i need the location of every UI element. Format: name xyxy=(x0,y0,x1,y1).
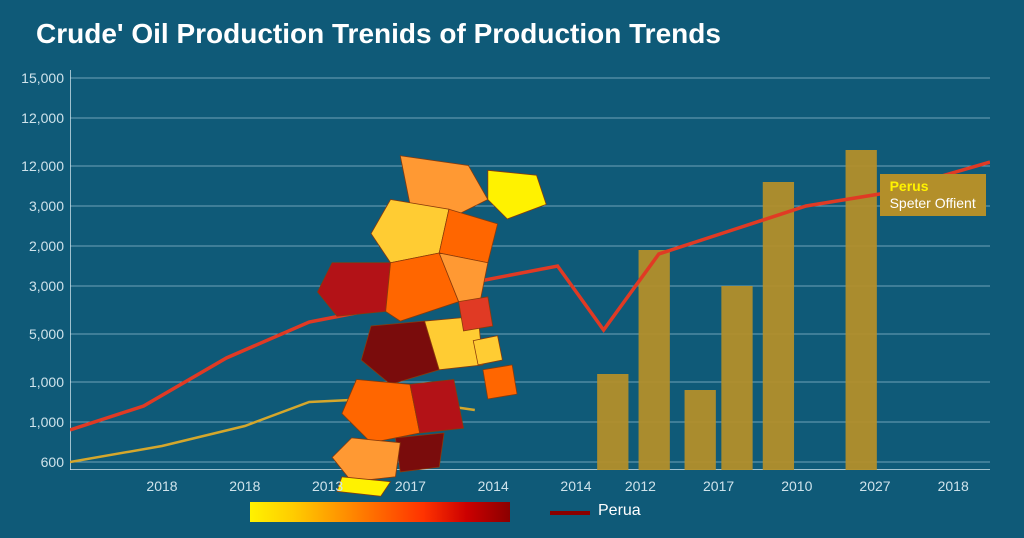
x-tick-label: 2014 xyxy=(478,478,509,494)
y-tick-label: 5,000 xyxy=(4,326,64,342)
y-tick-label: 12,000 xyxy=(4,158,64,174)
x-tick-label: 2018 xyxy=(146,478,177,494)
y-tick-label: 1,000 xyxy=(4,374,64,390)
legend: Perua xyxy=(250,498,810,526)
x-tick-label: 2017 xyxy=(703,478,734,494)
bar xyxy=(597,374,628,470)
bar xyxy=(639,250,670,470)
yellow-series-line xyxy=(70,398,475,462)
plot-svg xyxy=(70,70,990,470)
bar xyxy=(721,286,752,470)
x-tick-label: 2010 xyxy=(781,478,812,494)
legend-gradient xyxy=(250,502,510,522)
y-tick-label: 3,000 xyxy=(4,278,64,294)
y-tick-label: 2,000 xyxy=(4,238,64,254)
x-tick-label: 2014 xyxy=(560,478,591,494)
x-tick-label: 2027 xyxy=(859,478,890,494)
x-tick-label: 2017 xyxy=(395,478,426,494)
callout-annotation: Perus Speter Offient xyxy=(880,174,986,216)
x-tick-label: 2013 xyxy=(312,478,343,494)
y-tick-label: 3,000 xyxy=(4,198,64,214)
bar xyxy=(763,182,794,470)
x-tick-label: 2012 xyxy=(625,478,656,494)
y-axis: 15,000 12,000 12,000 3,000 2,000 3,000 5,000 1,… xyxy=(0,70,70,470)
bar xyxy=(685,390,716,470)
x-tick-label: 2018 xyxy=(229,478,260,494)
callout-line2: Speter Offient xyxy=(890,195,976,212)
y-tick-label: 12,000 xyxy=(4,110,64,126)
y-tick-label: 600 xyxy=(4,454,64,470)
y-tick-label: 1,000 xyxy=(4,414,64,430)
callout-line1: Perus xyxy=(890,178,976,195)
x-tick-label: 2018 xyxy=(938,478,969,494)
y-tick-label: 15,000 xyxy=(4,70,64,86)
legend-line-swatch xyxy=(550,511,590,515)
legend-line-label: Perua xyxy=(598,502,641,520)
plot-area: Perus Speter Offient xyxy=(70,70,990,470)
chart-title: Crude' Oil Production Trenids of Product… xyxy=(36,18,721,50)
